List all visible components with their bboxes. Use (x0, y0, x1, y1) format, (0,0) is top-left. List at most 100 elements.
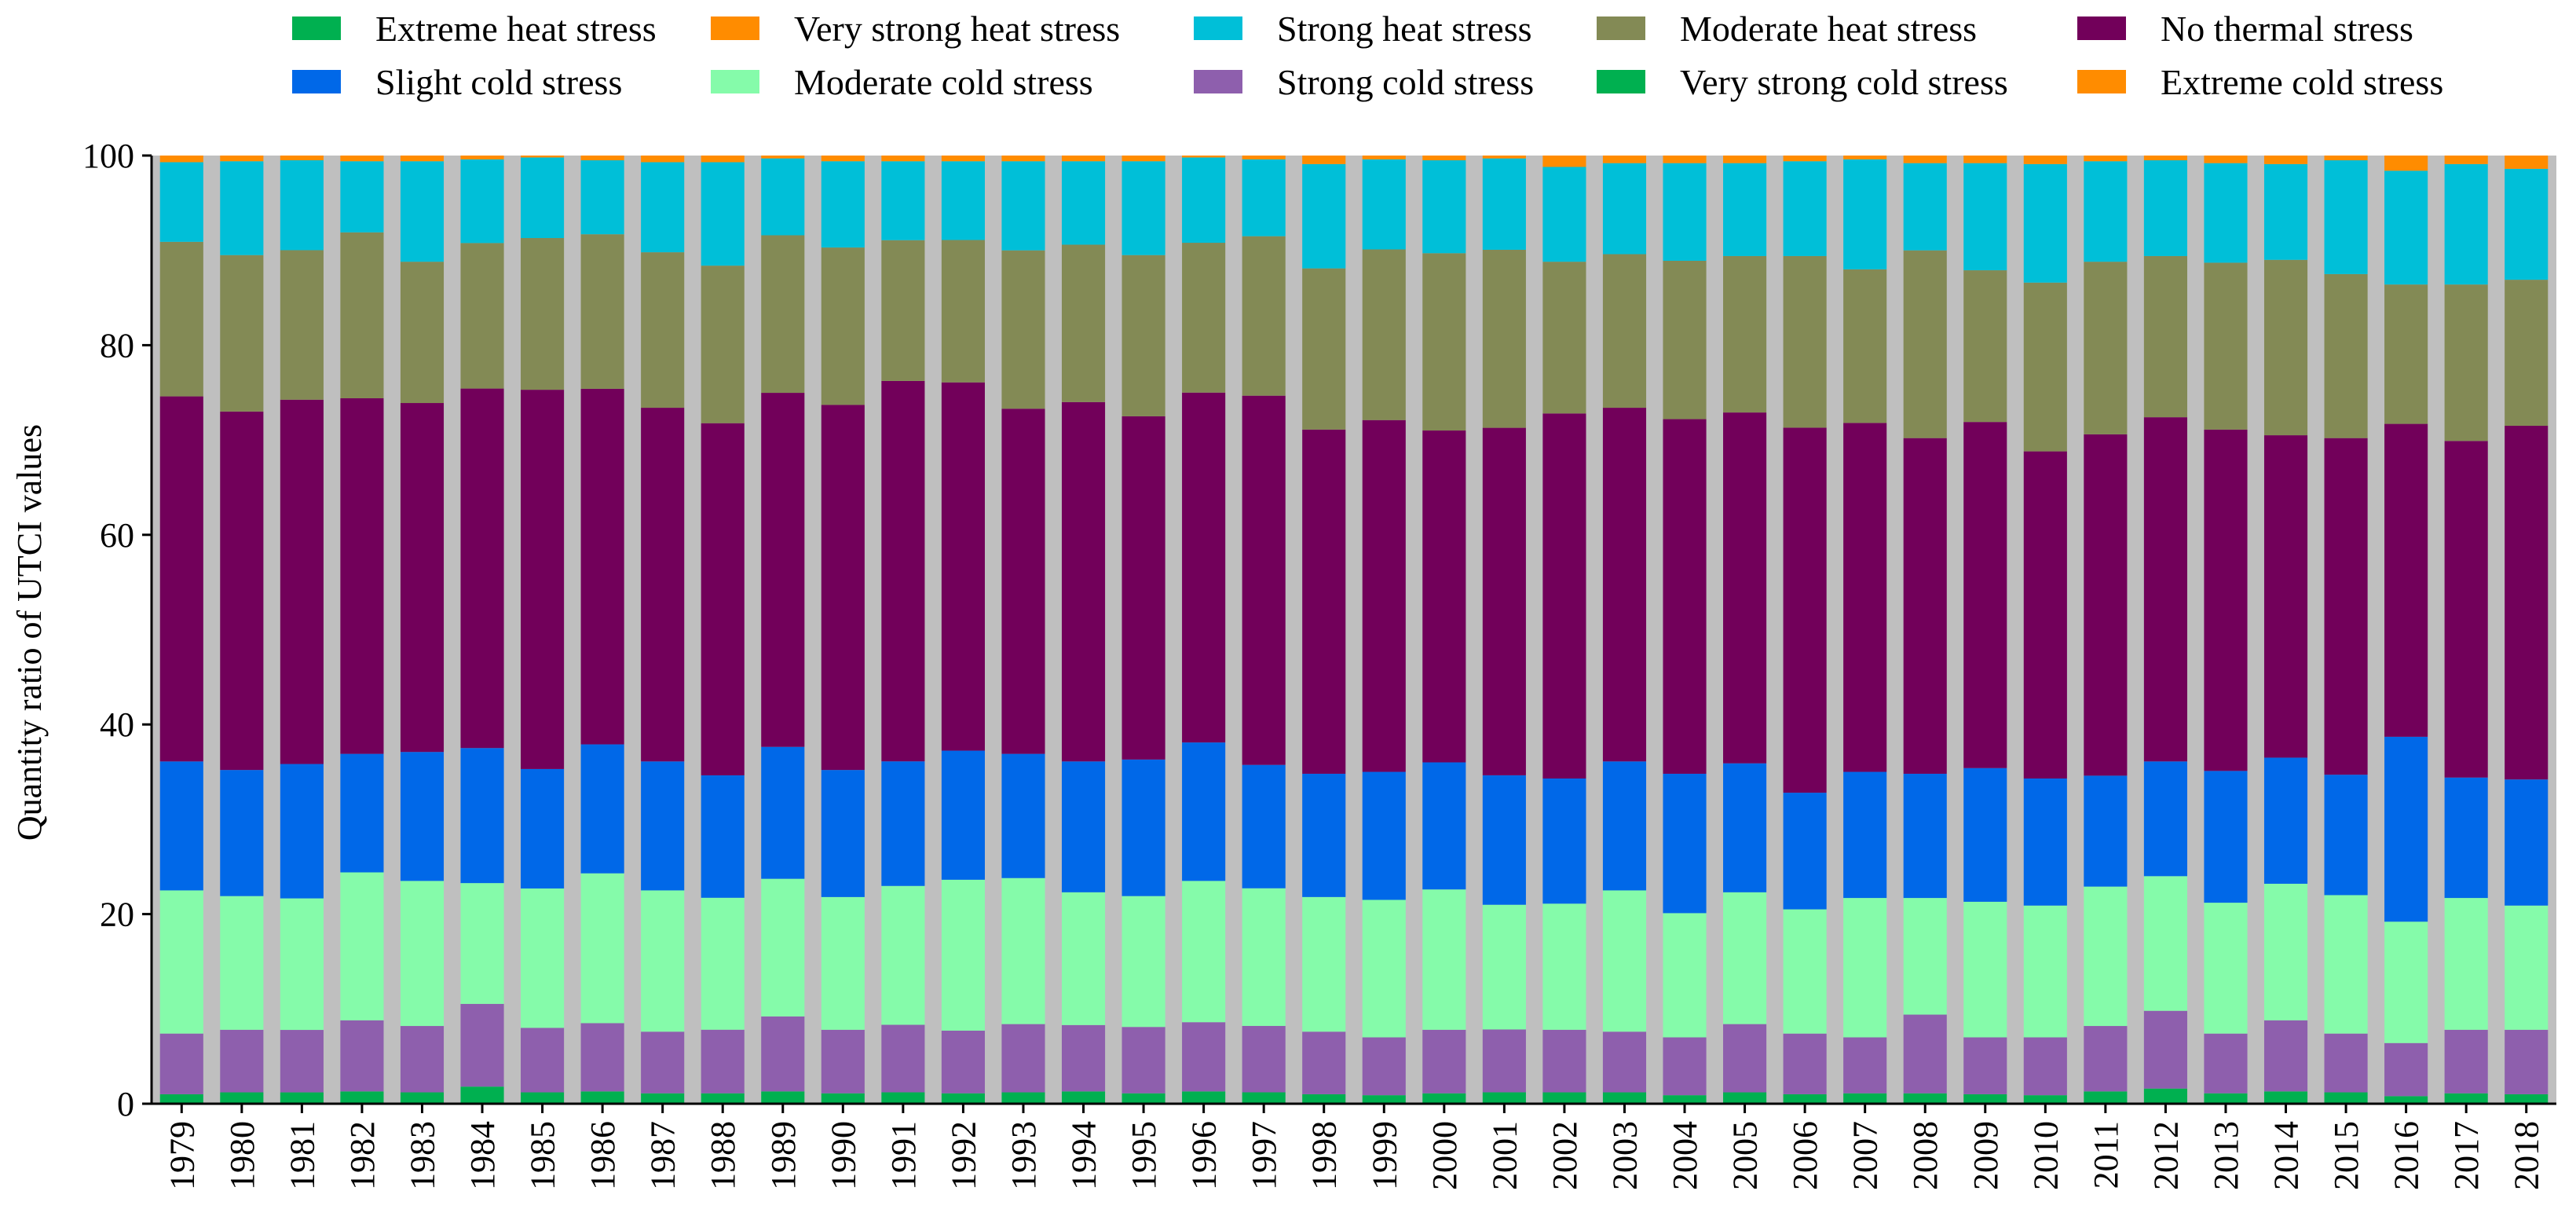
bar-segment-1986-no-thermal-stress (580, 388, 624, 745)
bar-segment-1996-strong-heat-stress (1182, 157, 1226, 244)
x-tick-label: 2007 (1846, 1121, 1885, 1190)
bar-segment-2003-moderate-heat-stress (1602, 254, 1647, 408)
bar-segment-2017-slight-cold-stress (2444, 777, 2488, 899)
bar-segment-1992-moderate-heat-stress (941, 240, 985, 383)
bar-stack-1989 (761, 156, 805, 1104)
x-tick-label: 2014 (2267, 1121, 2306, 1190)
bar-stack-1979 (159, 156, 203, 1104)
bar-segment-2013-moderate-heat-stress (2204, 262, 2248, 430)
bar-stack-2000 (1422, 156, 1466, 1104)
bar-segment-1989-strong-heat-stress (761, 158, 805, 236)
bar-stack-1998 (1302, 156, 1346, 1104)
bar-segment-2017-strong-heat-stress (2444, 163, 2488, 285)
bar-segment-2009-strong-heat-stress (1963, 163, 2007, 271)
bar-segment-2000-moderate-cold-stress (1422, 889, 1466, 1030)
bar-segment-1981-strong-cold-stress (280, 1030, 324, 1093)
bar-stack-2008 (1903, 156, 1947, 1104)
legend-item-strong-heat-stress: Strong heat stress (1194, 9, 1532, 49)
bar-segment-2006-very-strong-cold-stress (1783, 1094, 1827, 1104)
bar-segment-2018-no-thermal-stress (2505, 426, 2549, 780)
x-tick-label: 1991 (884, 1121, 923, 1190)
bar-stack-1994 (1061, 156, 1106, 1104)
y-tick-label: 60 (100, 516, 134, 555)
bar-segment-1988-no-thermal-stress (701, 423, 745, 775)
bar-segment-1995-moderate-heat-stress (1122, 255, 1165, 416)
bar-segment-2012-strong-cold-stress (2143, 1010, 2187, 1089)
legend-swatch (711, 70, 759, 93)
bar-segment-1985-moderate-heat-stress (521, 238, 565, 390)
bar-segment-2000-no-thermal-stress (1422, 430, 1466, 763)
bar-segment-2013-no-thermal-stress (2204, 429, 2248, 771)
bar-segment-1983-strong-heat-stress (400, 161, 445, 262)
legend-swatch (1597, 16, 1645, 40)
bar-segment-2013-slight-cold-stress (2204, 771, 2248, 903)
bar-segment-1980-moderate-cold-stress (220, 896, 264, 1030)
bar-segment-1984-moderate-cold-stress (460, 883, 504, 1004)
bar-segment-1999-very-strong-heat-stress (1362, 156, 1406, 159)
x-tick-label: 2000 (1425, 1121, 1464, 1190)
bar-segment-2016-strong-cold-stress (2384, 1042, 2428, 1097)
bar-segment-2012-moderate-heat-stress (2143, 255, 2187, 418)
bar-segment-2004-moderate-heat-stress (1663, 260, 1707, 419)
bar-segment-2007-very-strong-heat-stress (1843, 156, 1887, 159)
bar-segment-1985-no-thermal-stress (521, 390, 565, 769)
bar-segment-2018-strong-cold-stress (2505, 1029, 2549, 1094)
bar-stack-1999 (1362, 156, 1406, 1104)
bar-stack-2012 (2143, 156, 2187, 1104)
legend-swatch (1194, 70, 1242, 93)
bar-segment-2009-moderate-cold-stress (1963, 901, 2007, 1038)
bar-segment-1989-slight-cold-stress (761, 746, 805, 879)
bar-segment-1986-slight-cold-stress (580, 744, 624, 874)
bar-segment-1997-very-strong-cold-stress (1242, 1092, 1286, 1104)
x-tick-label: 1988 (704, 1121, 742, 1190)
bar-segment-1982-very-strong-cold-stress (340, 1091, 384, 1104)
bar-segment-2017-strong-cold-stress (2444, 1029, 2488, 1094)
bar-segment-2004-moderate-cold-stress (1663, 913, 1707, 1038)
bar-segment-1994-moderate-cold-stress (1061, 892, 1106, 1025)
bar-segment-2009-very-strong-heat-stress (1963, 156, 2007, 163)
bar-segment-2008-very-strong-cold-stress (1903, 1093, 1947, 1104)
bar-segment-2011-moderate-heat-stress (2084, 262, 2128, 434)
bar-segment-1986-very-strong-cold-stress (580, 1091, 624, 1104)
bar-stack-1984 (460, 156, 504, 1104)
bar-segment-2000-very-strong-cold-stress (1422, 1093, 1466, 1104)
x-tick-label: 1993 (1004, 1121, 1043, 1190)
x-tick-label: 2008 (1906, 1121, 1945, 1190)
legend-item-very-strong-heat-stress: Very strong heat stress (711, 9, 1120, 49)
bar-segment-2011-very-strong-heat-stress (2084, 156, 2128, 162)
bar-segment-2001-slight-cold-stress (1482, 775, 1526, 905)
bar-segment-1985-moderate-cold-stress (521, 888, 565, 1028)
bar-segment-2001-very-strong-heat-stress (1482, 156, 1526, 159)
bar-segment-1981-no-thermal-stress (280, 399, 324, 764)
bar-segment-2001-strong-heat-stress (1482, 158, 1526, 250)
bar-segment-1999-strong-heat-stress (1362, 159, 1406, 250)
bar-segment-1984-strong-cold-stress (460, 1003, 504, 1087)
bar-segment-2001-no-thermal-stress (1482, 427, 1526, 775)
bar-segment-2004-very-strong-heat-stress (1663, 156, 1707, 163)
bar-segment-1999-moderate-cold-stress (1362, 899, 1406, 1038)
bar-segment-2008-very-strong-heat-stress (1903, 156, 1947, 163)
bar-segment-1991-very-strong-cold-stress (881, 1092, 925, 1104)
bar-segment-1993-strong-cold-stress (1001, 1024, 1045, 1093)
x-tick-label: 1984 (463, 1121, 502, 1190)
bar-stack-2018 (2505, 156, 2549, 1104)
bar-segment-2010-strong-heat-stress (2023, 163, 2067, 283)
bar-segment-2015-very-strong-cold-stress (2324, 1092, 2368, 1104)
bar-segment-2015-very-strong-heat-stress (2324, 156, 2368, 161)
bar-segment-1984-slight-cold-stress (460, 748, 504, 884)
bar-segment-2016-moderate-heat-stress (2384, 284, 2428, 424)
bar-segment-1984-very-strong-heat-stress (460, 156, 504, 159)
bar-segment-2002-moderate-cold-stress (1542, 903, 1586, 1030)
bar-segment-1979-slight-cold-stress (159, 761, 203, 891)
bar-segment-2016-very-strong-cold-stress (2384, 1096, 2428, 1104)
bar-segment-1995-strong-heat-stress (1122, 161, 1165, 255)
legend-item-no-thermal-stress: No thermal stress (2077, 9, 2413, 49)
bar-segment-1994-strong-heat-stress (1061, 161, 1106, 245)
bar-segment-1982-moderate-cold-stress (340, 872, 384, 1020)
bar-segment-1999-no-thermal-stress (1362, 419, 1406, 772)
bar-segment-1985-strong-heat-stress (521, 157, 565, 239)
bar-segment-2001-moderate-heat-stress (1482, 249, 1526, 428)
bar-segment-2007-moderate-cold-stress (1843, 898, 1887, 1038)
bar-segment-2004-no-thermal-stress (1663, 419, 1707, 774)
bar-segment-1987-moderate-cold-stress (641, 890, 685, 1032)
